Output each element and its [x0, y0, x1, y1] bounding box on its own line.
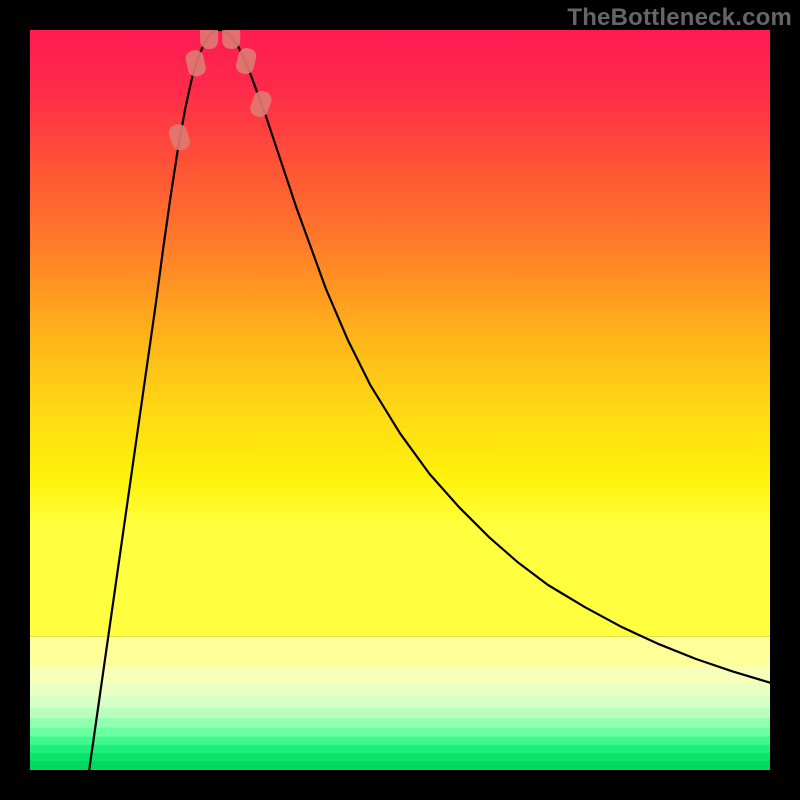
watermark-text: TheBottleneck.com — [567, 4, 792, 32]
curve-marker — [222, 30, 240, 49]
curve-marker — [200, 30, 218, 49]
canvas-frame: TheBottleneck.com — [0, 0, 800, 800]
plot-area — [30, 30, 770, 770]
plot-svg — [30, 30, 770, 770]
